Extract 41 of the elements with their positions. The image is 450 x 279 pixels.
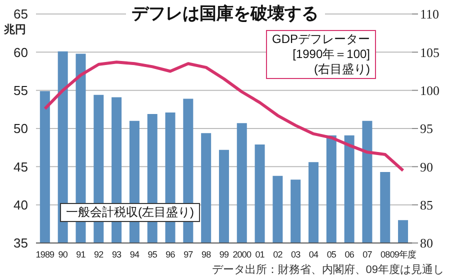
y-tick-label: 50 xyxy=(14,121,28,136)
x-tick-label: 02 xyxy=(273,249,283,260)
x-tick-label: 05 xyxy=(326,249,336,260)
x-tick-label: 98 xyxy=(201,249,212,260)
y2-tick-label: 85 xyxy=(420,197,433,212)
x-tick-label: 1989 xyxy=(36,249,55,260)
x-tick-label: 93 xyxy=(112,249,122,260)
y2-tick-label: 110 xyxy=(420,6,440,22)
y-tick-label: 35 xyxy=(14,236,28,251)
x-tick-label: 94 xyxy=(130,249,140,260)
x-tick-label: 95 xyxy=(148,249,158,260)
series-label: 一般会計税収(左目盛り) xyxy=(60,203,200,222)
y-tick-label: 55 xyxy=(14,82,28,98)
x-tick-label: 08 xyxy=(380,249,390,260)
x-tick-label: 2000 xyxy=(232,249,252,260)
x-tick-label: 07 xyxy=(362,249,372,260)
y2-tick-label: 100 xyxy=(420,82,440,98)
x-tick-label: 96 xyxy=(166,249,176,260)
x-tick-label: 04 xyxy=(308,249,319,260)
y-tick-label: 60 xyxy=(14,44,28,60)
x-tick-label: 01 xyxy=(255,249,265,260)
y-axis-title: 兆円 xyxy=(4,22,26,37)
x-tick-label: 09年度 xyxy=(390,249,417,260)
y-tick-label: 45 xyxy=(14,159,28,174)
y-tick-label: 40 xyxy=(14,197,28,212)
y2-tick-label: 80 xyxy=(420,236,433,251)
y2-tick-label: 105 xyxy=(420,44,440,60)
y2-tick-label: 95 xyxy=(420,121,433,136)
y-tick-label: 65 xyxy=(14,6,28,22)
x-tick-label: 06 xyxy=(344,249,354,260)
x-tick-label: 92 xyxy=(94,249,104,260)
chart-title: デフレは国庫を破壊する xyxy=(126,4,324,23)
x-tick-label: 90 xyxy=(58,249,68,260)
text: データ出所：財務省、内閣府、09年度は見通し xyxy=(212,262,444,277)
x-tick-label: 99 xyxy=(219,249,229,260)
line-series xyxy=(43,60,405,172)
text: GDPデフレーター [1990年＝100] (右目盛り) xyxy=(266,30,376,79)
x-tick-label: 03 xyxy=(291,249,301,260)
x-tick-label: 97 xyxy=(184,249,194,260)
y2-tick-label: 90 xyxy=(420,159,433,174)
x-tick-label: 91 xyxy=(76,249,86,260)
